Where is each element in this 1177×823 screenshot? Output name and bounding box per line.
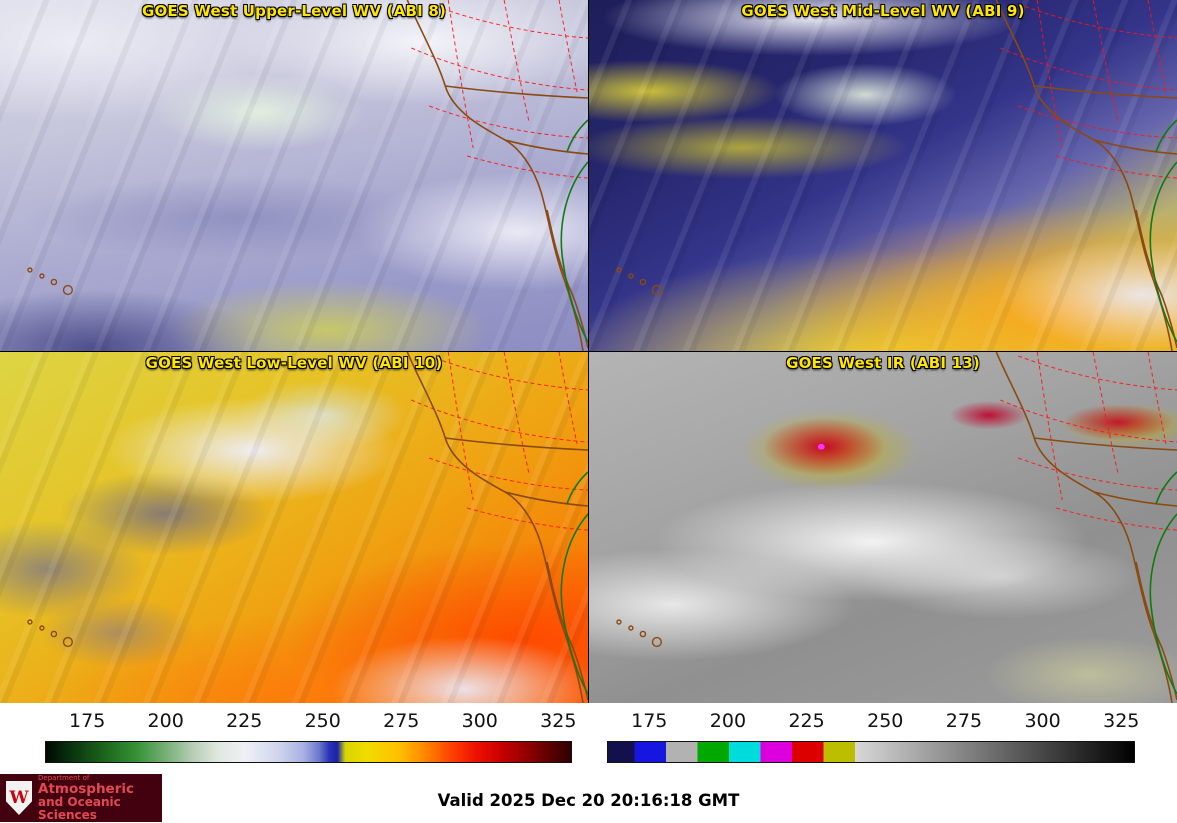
coastline-overlay [27,352,588,703]
tick-label: 250 [867,710,904,732]
logo-line-oceanic: and Oceanic Sciences [38,795,121,822]
footer: W Department of Atmospheric and Oceanic … [0,767,1177,823]
panel-title-ir: GOES West IR (ABI 13) [786,354,980,372]
wv-colorbar [45,741,572,763]
wv-tick-labels: 175 200 225 250 275 300 325 [45,708,576,738]
tick-label: 175 [631,710,668,732]
tick-label: 300 [1024,710,1061,732]
ir-colorbar [607,741,1135,763]
tick-label: 325 [540,710,577,732]
valid-timestamp: Valid 2025 Dec 20 20:16:18 GMT [437,791,740,810]
tick-label: 250 [304,710,341,732]
ir-colorbar-scale: 175 200 225 250 275 300 325 [607,708,1139,763]
tick-label: 225 [788,710,825,732]
panel-upper-level-wv[interactable]: GOES West Upper-Level WV (ABI 8) [0,0,588,351]
coastline-overlay [616,0,1177,351]
tick-label: 225 [226,710,263,732]
colorbar-row: 175 200 225 250 275 300 325 175 200 225 … [0,703,1177,763]
tick-label: 275 [383,710,420,732]
ir-tick-labels: 175 200 225 250 275 300 325 [607,708,1139,738]
panel-title-low-wv: GOES West Low-Level WV (ABI 10) [145,354,443,372]
panel-title-mid-wv: GOES West Mid-Level WV (ABI 9) [741,2,1025,20]
tick-label: 300 [461,710,498,732]
panel-ir[interactable]: GOES West IR (ABI 13) [589,352,1177,703]
aos-logo-text: Department of Atmospheric and Oceanic Sc… [38,773,156,822]
tick-label: 275 [945,710,983,732]
panel-grid: GOES West Upper-Level WV (ABI 8) GOES We… [0,0,1177,703]
tick-label: 200 [709,710,747,732]
coastline-overlay [616,352,1177,703]
panel-low-level-wv[interactable]: GOES West Low-Level WV (ABI 10) [0,352,588,703]
aos-logo[interactable]: W Department of Atmospheric and Oceanic … [0,774,162,822]
wv-colorbar-scale: 175 200 225 250 275 300 325 [45,708,576,763]
tick-label: 325 [1103,710,1140,732]
panel-mid-level-wv[interactable]: GOES West Mid-Level WV (ABI 9) [589,0,1177,351]
tick-label: 200 [147,710,184,732]
panel-title-upper-wv: GOES West Upper-Level WV (ABI 8) [141,2,447,20]
tick-label: 175 [69,710,106,732]
coastline-overlay [27,0,588,351]
logo-line-atmospheric: Atmospheric [38,781,134,797]
logo-line-department: Department of [38,773,90,782]
